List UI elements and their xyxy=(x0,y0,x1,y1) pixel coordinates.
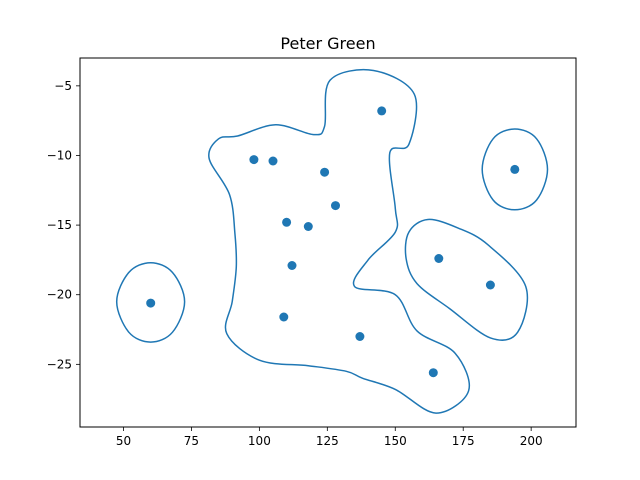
scatter-point-14 xyxy=(485,280,495,290)
contour-line-4 xyxy=(208,69,471,414)
scatter-point-1 xyxy=(146,298,156,308)
contour-layer xyxy=(115,69,549,414)
scatter-point-11 xyxy=(355,332,365,341)
y-tick-label: −20 xyxy=(47,288,72,302)
scatter-point-3 xyxy=(268,156,278,166)
scatter-point-9 xyxy=(331,201,340,211)
contour-line-2 xyxy=(481,128,549,211)
tick-layer: 50 75 100 125 150 175 200 −5 −10 −15 −20 −25 xyxy=(47,79,543,448)
x-tick-label: 150 xyxy=(384,434,407,448)
scatter-point-2 xyxy=(249,155,259,165)
scatter-point-10 xyxy=(377,106,387,116)
scatter-point-6 xyxy=(287,261,297,270)
y-tick-label: −15 xyxy=(47,218,72,232)
x-tick-label: 100 xyxy=(248,434,271,448)
scatter-point-7 xyxy=(279,312,289,322)
contour-line-1 xyxy=(115,261,186,343)
y-tick-label: −25 xyxy=(47,357,72,371)
x-tick-label: 50 xyxy=(116,434,131,448)
x-tick-label: 75 xyxy=(184,434,199,448)
y-tick-label: −10 xyxy=(47,148,72,162)
x-tick-label: 125 xyxy=(316,434,339,448)
scatter-point-5 xyxy=(303,222,313,231)
x-tick-label: 200 xyxy=(520,434,543,448)
scatter-point-12 xyxy=(428,368,438,378)
scatter-point-15 xyxy=(510,164,520,174)
contour-line-3 xyxy=(404,218,529,341)
plot-frame xyxy=(79,57,577,428)
point-layer xyxy=(146,106,520,378)
scatter-point-8 xyxy=(320,167,330,177)
scatter-point-4 xyxy=(282,217,292,227)
x-tick-label: 175 xyxy=(452,434,475,448)
chart-title: Peter Green xyxy=(280,34,375,53)
scatter-point-13 xyxy=(434,254,444,263)
y-tick-label: −5 xyxy=(54,79,72,93)
